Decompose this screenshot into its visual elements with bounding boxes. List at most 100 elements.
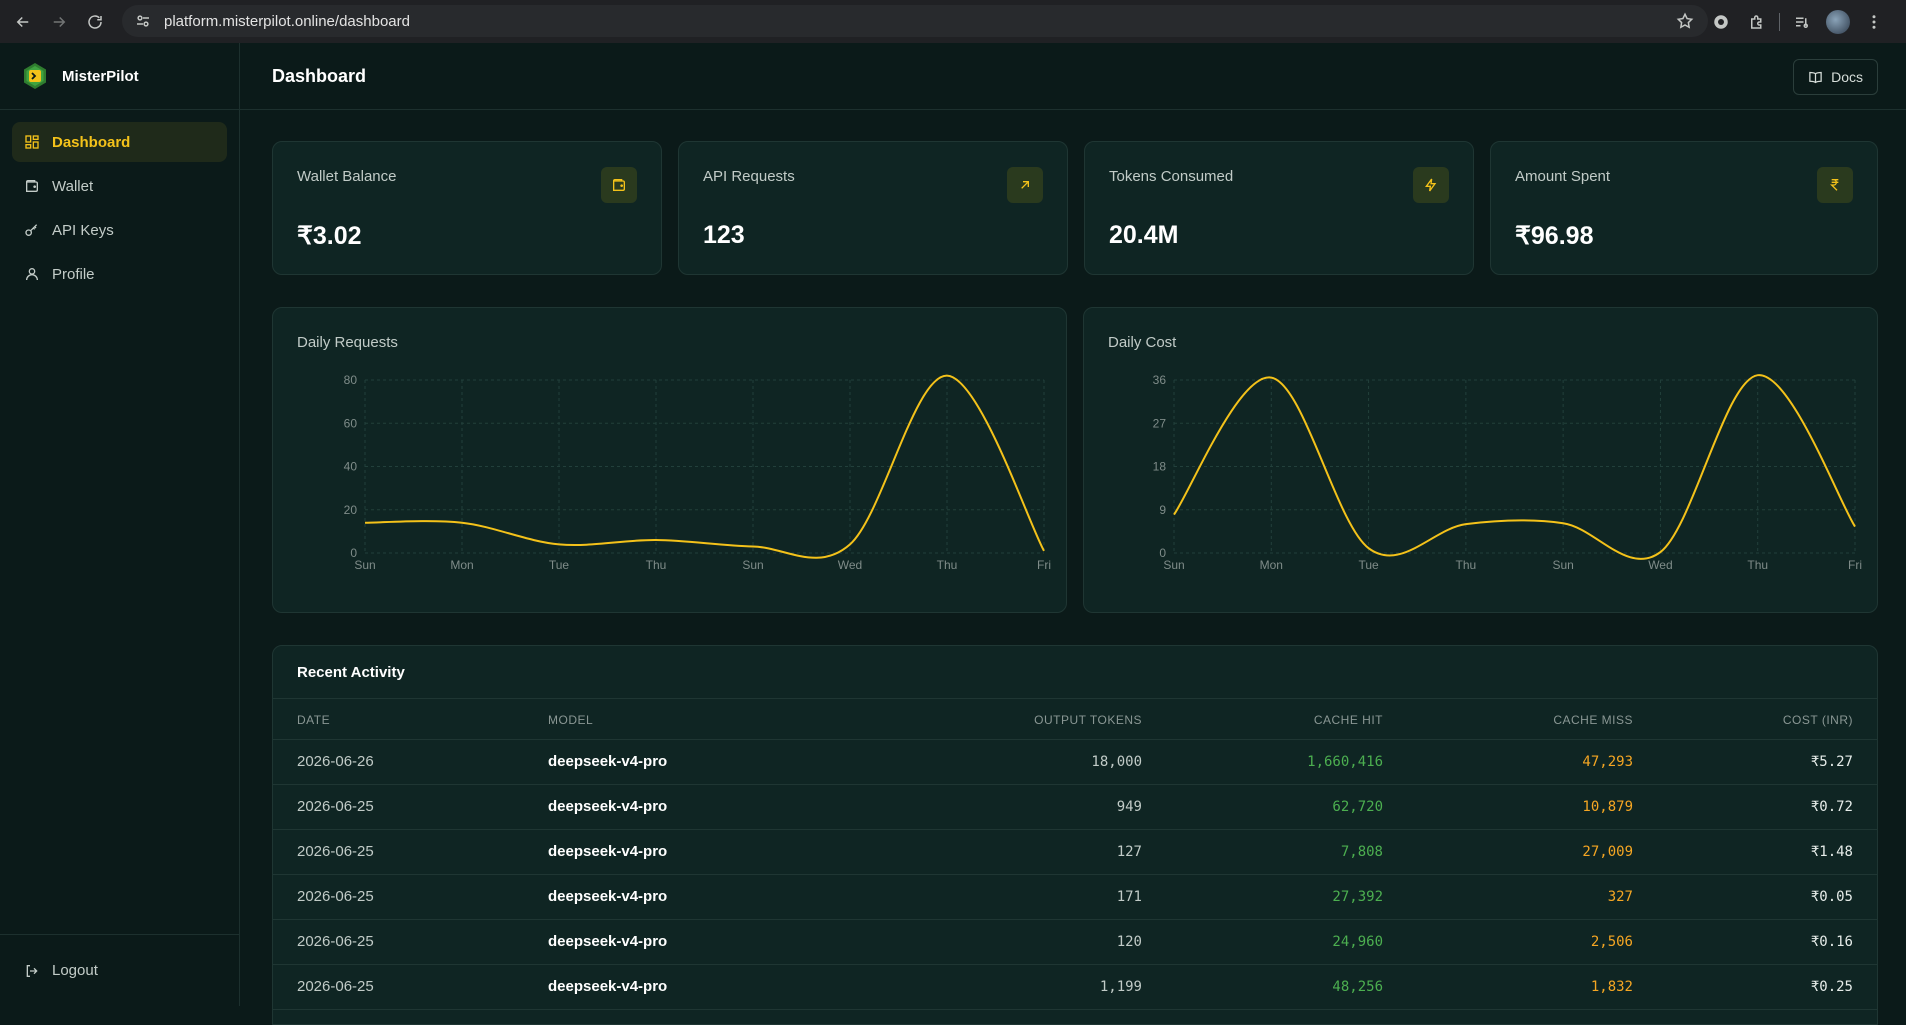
sidebar-item-profile[interactable]: Profile — [12, 254, 227, 294]
x-tick-label: Wed — [838, 558, 862, 572]
stat-value: 20.4M — [1109, 221, 1179, 249]
cell-cache-miss: 2,506 — [1590, 934, 1633, 950]
cell-cache-miss: 327 — [1607, 889, 1633, 905]
x-tick-label: Wed — [1648, 558, 1672, 572]
table-row: 2026-06-26 deepseek-v4-pro 18,000 1,660,416… — [273, 740, 1877, 785]
column-header-cache-miss: CACHE MISS — [1553, 713, 1633, 727]
stat-card-api-requests: API Requests 123 — [678, 141, 1068, 275]
reload-icon[interactable] — [78, 5, 112, 39]
y-tick-label: 0 — [1159, 546, 1166, 560]
cell-cost: ₹0.05 — [1810, 889, 1853, 905]
stat-value: ₹3.02 — [297, 222, 362, 250]
sidebar-item-label: Profile — [52, 265, 95, 283]
cell-cache-hit: 7,808 — [1340, 844, 1383, 860]
docs-button[interactable]: Docs — [1793, 59, 1878, 95]
toolbar-divider — [1779, 12, 1780, 31]
brand-name: MisterPilot — [62, 67, 139, 85]
stat-card-tokens-consumed: Tokens Consumed 20.4M — [1084, 141, 1474, 275]
stat-value: 123 — [703, 221, 745, 249]
bookmark-star-icon[interactable] — [1676, 12, 1694, 30]
series-line — [1173, 374, 1856, 560]
x-tick-label: Thu — [1456, 558, 1477, 572]
sidebar-item-wallet[interactable]: Wallet — [12, 166, 227, 206]
stat-value: ₹96.98 — [1515, 222, 1594, 250]
sidebar-item-api-keys[interactable]: API Keys — [12, 210, 227, 250]
x-tick-label: Mon — [450, 558, 473, 572]
cell-model: deepseek-v4-pro — [548, 753, 668, 770]
x-tick-label: Tue — [1358, 558, 1379, 572]
y-tick-label: 80 — [344, 373, 358, 387]
chart-card-daily-requests: Daily Requests 0 20 40 60 80 Sun Mon Tue Thu Sun W… — [272, 307, 1067, 613]
cell-model: deepseek-v4-pro — [548, 933, 668, 950]
extensions-puzzle-icon[interactable] — [1743, 8, 1771, 36]
media-queue-icon[interactable] — [1788, 8, 1816, 36]
site-settings-icon[interactable] — [134, 12, 152, 30]
cell-cache-hit: 1,660,416 — [1307, 754, 1383, 770]
cell-date: 2026-06-26 — [297, 753, 374, 770]
x-tick-label: Tue — [549, 558, 570, 572]
cell-date: 2026-06-25 — [297, 978, 374, 995]
cell-cost: ₹0.72 — [1810, 799, 1853, 815]
cell-cost: ₹5.27 — [1810, 754, 1853, 770]
y-tick-label: 60 — [344, 416, 358, 430]
back-arrow-icon[interactable] — [6, 5, 40, 39]
x-tick-label: Thu — [937, 558, 958, 572]
cell-date: 2026-06-25 — [297, 888, 374, 905]
chart-title: Daily Cost — [1108, 334, 1177, 351]
cell-model: deepseek-v4-pro — [548, 978, 668, 995]
cell-output-tokens: 120 — [1116, 934, 1142, 950]
logout-label: Logout — [52, 962, 98, 979]
y-tick-label: 20 — [344, 503, 358, 517]
column-header-cache-hit: CACHE HIT — [1313, 713, 1383, 727]
google-lens-icon[interactable] — [1707, 8, 1735, 36]
daily-cost-chart: 0 9 18 27 36 Sun Mon Tue Thu Sun Wed Thu Fri — [1153, 373, 1862, 572]
user-icon — [26, 268, 38, 281]
cell-model: deepseek-v4-pro — [548, 843, 668, 860]
cell-model: deepseek-v4-pro — [548, 798, 668, 815]
address-bar[interactable]: platform.misterpilot.online/dashboard — [122, 5, 1708, 37]
x-tick-label: Sun — [742, 558, 763, 572]
cell-cache-miss: 1,832 — [1590, 979, 1633, 995]
cell-cache-miss: 47,293 — [1582, 754, 1633, 770]
book-icon — [1809, 71, 1822, 83]
y-tick-label: 40 — [344, 460, 358, 474]
cell-date: 2026-06-25 — [297, 798, 374, 815]
cell-cost: ₹0.25 — [1810, 979, 1853, 995]
url-text[interactable]: platform.misterpilot.online/dashboard — [164, 12, 410, 30]
cell-cache-hit: 27,392 — [1332, 889, 1383, 905]
column-header-model: MODEL — [548, 713, 594, 727]
cell-cache-miss: 10,879 — [1582, 799, 1633, 815]
logout-icon — [26, 964, 38, 977]
wallet-icon — [26, 180, 38, 192]
arrow-up-right-icon — [1007, 167, 1043, 203]
page-title: Dashboard — [272, 65, 367, 86]
brand[interactable]: MisterPilot — [0, 43, 239, 110]
more-menu-icon[interactable] — [1860, 8, 1888, 36]
chart-title: Daily Requests — [297, 334, 398, 351]
x-tick-label: Fri — [1037, 558, 1051, 572]
table-header: DATE MODEL OUTPUT TOKENS CACHE HIT CACHE… — [273, 698, 1877, 740]
stat-label: Amount Spent — [1515, 168, 1611, 185]
cell-cache-hit: 24,960 — [1332, 934, 1383, 950]
column-header-cost: COST (INR) — [1782, 713, 1853, 727]
column-header-output-tokens: OUTPUT TOKENS — [1034, 713, 1142, 727]
x-tick-label: Mon — [1260, 558, 1283, 572]
table-row: 2026-06-25 deepseek-v4-pro 171 27,392 327 ₹0.… — [273, 875, 1877, 920]
docs-label: Docs — [1831, 69, 1863, 85]
y-tick-label: 36 — [1153, 373, 1167, 387]
profile-avatar[interactable] — [1824, 8, 1852, 36]
y-tick-label: 0 — [350, 546, 357, 560]
cell-output-tokens: 171 — [1116, 889, 1142, 905]
daily-requests-chart: 0 20 40 60 80 Sun Mon Tue Thu Sun Wed Thu Fri — [344, 373, 1051, 572]
logout-button[interactable]: Logout — [0, 934, 239, 1006]
cell-output-tokens: 949 — [1116, 799, 1142, 815]
sidebar-item-dashboard[interactable]: Dashboard — [12, 122, 227, 162]
forward-arrow-icon[interactable] — [42, 5, 76, 39]
sidebar: MisterPilot Dashboard Wallet API Keys Pr… — [0, 43, 240, 1006]
y-tick-label: 18 — [1153, 460, 1167, 474]
stat-label: Wallet Balance — [297, 168, 397, 185]
x-tick-label: Thu — [1747, 558, 1768, 572]
key-icon — [25, 224, 38, 236]
x-tick-label: Sun — [1163, 558, 1184, 572]
y-tick-label: 27 — [1153, 416, 1167, 430]
